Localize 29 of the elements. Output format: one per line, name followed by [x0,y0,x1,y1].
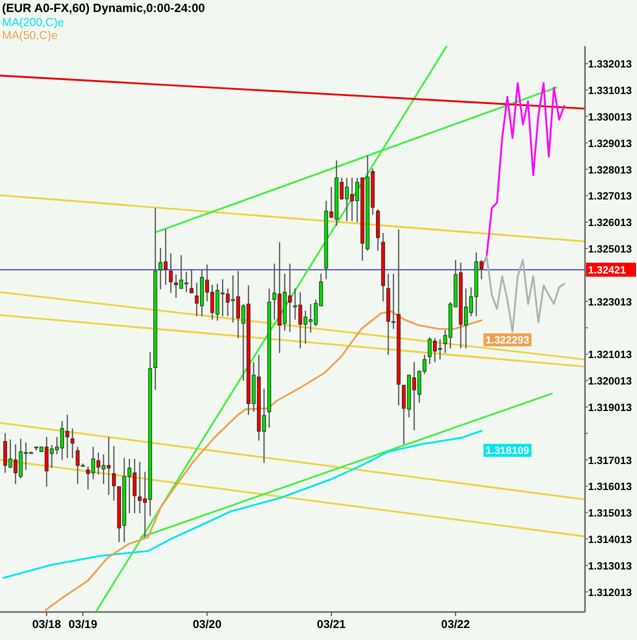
text: MA(50,C)e [2,30,58,42]
y-tick-label: 1.320013 [588,376,632,388]
x-tick-label: 03/22 [441,619,470,631]
data-label: 1.322293 [485,334,530,346]
y-tick-label: 1.317013 [588,454,632,467]
chart-title: (EUR A0-FX,60) Dynamic,0:00-24:00 [2,1,206,15]
y-tick-label: 1.323013 [588,296,632,308]
x-tick-label: 03/18 [32,619,62,631]
y-tick-label: 1.312013 [588,586,632,599]
y-tick-label: 1.330013 [588,111,632,124]
y-tick-label: 1.331013 [588,85,632,98]
ref-line-label: 1.32421 [588,264,626,277]
y-tick-label: 1.327013 [588,190,632,203]
x-tick-label: 03/19 [68,619,98,631]
y-tick-label: 1.325013 [588,244,632,256]
y-tick-label: 1.315013 [588,508,632,520]
text: MA(200,C)e [2,17,64,29]
y-tick-label: 1.314013 [588,534,632,546]
y-tick-label: 1.319013 [588,402,632,414]
y-tick-label: 1.332013 [588,58,632,71]
y-tick-label: 1.321013 [588,349,632,362]
data-label: 1.318109 [485,444,530,457]
y-tick-label: 1.328013 [588,164,632,176]
y-tick-label: 1.316013 [588,481,632,494]
x-tick-label: 03/21 [316,619,346,631]
y-tick-label: 1.326013 [588,217,632,230]
y-tick-label: 1.313013 [588,560,632,572]
y-tick-label: 1.329013 [588,138,632,150]
x-tick-label: 03/20 [192,619,222,631]
